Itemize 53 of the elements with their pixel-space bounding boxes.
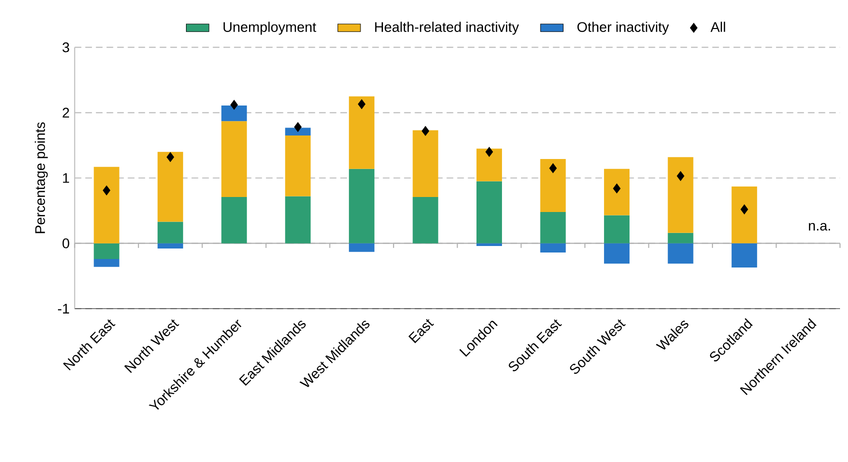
point: [613, 184, 621, 194]
point: [358, 99, 366, 110]
bar: [221, 196, 247, 244]
bar: [604, 215, 630, 244]
bar: [540, 159, 566, 212]
legend-label: Unemployment: [224, 22, 316, 35]
bar: [540, 212, 566, 244]
bar: [476, 148, 502, 182]
point: [485, 146, 493, 157]
legend-label: All: [710, 22, 726, 32]
bar: [348, 96, 374, 169]
legend-label: Health-related inactivity: [375, 22, 519, 35]
bar: [732, 186, 758, 244]
bar: [412, 130, 438, 197]
y-tick-label: 2: [62, 108, 70, 118]
bar: [540, 243, 566, 252]
point: [676, 171, 684, 181]
y-tick-label: 3: [62, 42, 70, 52]
bar: [604, 168, 630, 216]
bar: [158, 222, 184, 244]
point: [740, 204, 748, 214]
bar: [285, 136, 311, 196]
point: [422, 126, 430, 136]
bar: [94, 259, 120, 267]
legend-label: Other inactivity: [577, 22, 669, 35]
annotation: n.a.: [808, 222, 830, 231]
bar: [94, 243, 120, 260]
y-axis-title: Percentage points: [34, 122, 48, 234]
point: [166, 152, 174, 162]
bar: [668, 243, 694, 264]
y-tick-label: 0: [62, 238, 70, 248]
bar: [348, 168, 374, 244]
point: [294, 122, 302, 132]
point: [549, 163, 557, 174]
bar: [732, 243, 758, 268]
bar: [94, 166, 120, 244]
bar: [158, 243, 184, 249]
bar: [348, 243, 374, 252]
bar: [285, 128, 311, 136]
bar: [221, 121, 247, 197]
bar: [668, 157, 694, 233]
bar: [412, 196, 438, 244]
bar: [158, 152, 184, 222]
point: [230, 100, 238, 110]
y-tick-label: 1: [63, 173, 70, 183]
bar: [221, 105, 247, 122]
bar: [604, 243, 630, 264]
bar: [476, 243, 502, 246]
point: [102, 185, 110, 196]
y-tick-label: -1: [58, 304, 70, 314]
bar: [476, 181, 502, 244]
bar: [285, 196, 311, 244]
bar: [668, 232, 694, 244]
